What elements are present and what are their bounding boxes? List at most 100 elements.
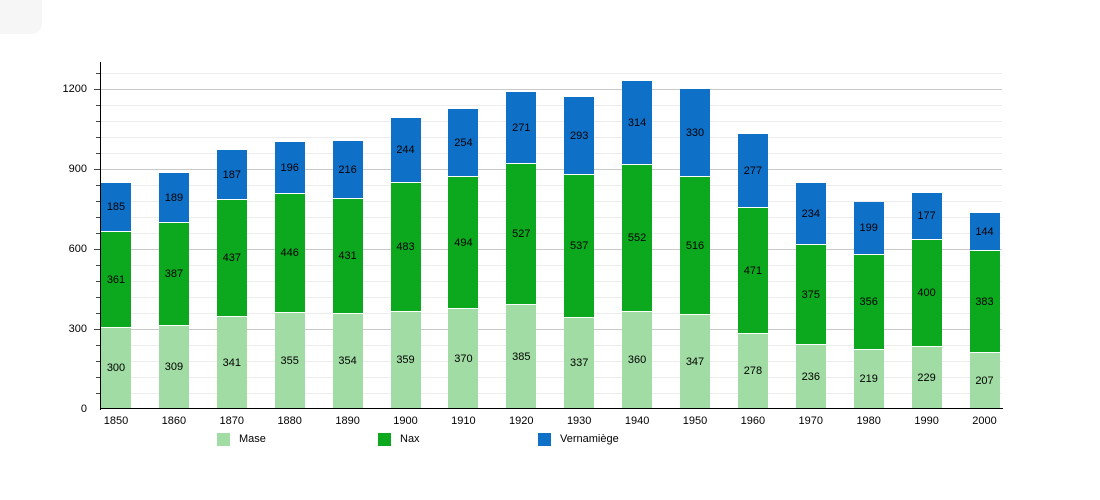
x-tick-label: 1970 <box>798 415 824 427</box>
bar-group: 355 446 196 <box>274 142 305 408</box>
bar-segment-vernamiège: 234 <box>795 183 826 245</box>
segment-value-label: 552 <box>627 232 647 244</box>
y-axis-tick <box>96 73 100 74</box>
bar-segment-mase: 236 <box>795 345 826 408</box>
bar-group: 354 431 216 <box>332 141 363 408</box>
segment-value-label: 330 <box>685 126 705 139</box>
segment-value-label: 483 <box>396 241 415 253</box>
bar-segment-vernamiège: 244 <box>390 118 421 183</box>
segment-value-label: 347 <box>685 355 705 368</box>
segment-value-label: 309 <box>164 361 184 373</box>
bar-segment-vernamiège: 277 <box>737 134 768 208</box>
gridline-minor <box>101 281 1002 282</box>
legend-label: Vernamiège <box>560 433 619 445</box>
gridline-minor <box>101 217 1002 218</box>
x-tick-label: 1890 <box>335 415 360 427</box>
bar-segment-mase: 360 <box>622 312 653 408</box>
segment-value-label: 361 <box>106 273 126 286</box>
x-tick-label: 1920 <box>509 415 534 427</box>
segment-value-label: 516 <box>685 239 705 252</box>
gridline-minor <box>101 361 1002 362</box>
y-tick-label: 300 <box>68 323 87 335</box>
y-axis-tick <box>96 185 100 186</box>
legend-label: Nax <box>400 433 420 445</box>
bar-segment-nax: 400 <box>911 240 942 347</box>
gridline-minor <box>101 393 1002 394</box>
segment-value-label: 300 <box>106 362 126 374</box>
segment-value-label: 471 <box>743 264 763 277</box>
bar-segment-vernamiège: 189 <box>158 173 189 223</box>
segment-value-label: 177 <box>917 210 936 222</box>
bar-segment-mase: 355 <box>274 313 305 408</box>
segment-value-label: 185 <box>106 201 126 213</box>
segment-value-label: 337 <box>570 357 589 369</box>
segment-value-label: 199 <box>859 222 878 234</box>
segment-value-label: 383 <box>975 295 994 308</box>
segment-value-label: 314 <box>627 116 647 129</box>
x-tick-label: 1850 <box>103 415 129 427</box>
segment-value-label: 216 <box>338 163 357 176</box>
bar-group: 359 483 244 <box>390 118 421 408</box>
y-axis-tick <box>94 329 100 330</box>
segment-value-label: 437 <box>222 252 241 264</box>
x-tick-label: 1950 <box>682 415 708 427</box>
segment-value-label: 189 <box>164 191 184 204</box>
y-tick-label: 1200 <box>62 83 87 95</box>
bar-group: 278 471 277 <box>737 134 768 408</box>
x-tick-label: 1960 <box>740 415 766 427</box>
gridline-minor <box>101 105 1002 106</box>
bar-segment-vernamiège: 216 <box>332 141 363 199</box>
bar-segment-mase: 385 <box>506 305 537 408</box>
bar-segment-mase: 309 <box>158 326 189 408</box>
y-tick-label: 0 <box>80 403 87 415</box>
segment-value-label: 354 <box>338 355 357 367</box>
gridline-minor <box>101 73 1002 74</box>
gridline-major <box>101 329 1002 330</box>
legend-item-vernamiège: Vernamiège <box>538 431 619 447</box>
y-tick-label: 900 <box>68 163 87 175</box>
segment-value-label: 431 <box>338 250 357 262</box>
segment-value-label: 359 <box>396 354 415 366</box>
x-tick-label: 1880 <box>277 415 302 427</box>
bar-segment-vernamiège: 185 <box>101 183 131 232</box>
bar-group: 300 361 185 <box>101 183 131 408</box>
bar-segment-nax: 431 <box>332 199 363 314</box>
segment-value-label: 370 <box>454 352 473 365</box>
segment-value-label: 278 <box>743 365 763 377</box>
segment-value-label: 229 <box>917 371 936 384</box>
y-axis-tick <box>96 265 100 266</box>
x-tick-label: 1900 <box>393 415 418 427</box>
plot-area: 0 300 600 900 1200 300 361 185 1850 309 387 189 1860… <box>63 62 1003 427</box>
legend-swatch <box>538 432 551 446</box>
segment-value-label: 293 <box>570 129 589 142</box>
bar-segment-vernamiège: 254 <box>448 109 479 177</box>
bar-group: 385 527 271 <box>506 92 537 408</box>
gridline-minor <box>101 377 1002 378</box>
bar-segment-mase: 370 <box>448 309 479 408</box>
y-axis-tick <box>96 105 100 106</box>
segment-value-label: 271 <box>512 121 531 134</box>
y-axis-tick <box>96 345 100 346</box>
y-axis-tick <box>96 153 100 154</box>
gridline-minor <box>101 121 1002 122</box>
segment-value-label: 385 <box>512 350 531 363</box>
bar-group: 341 437 187 <box>216 150 247 408</box>
bar-segment-nax: 361 <box>101 232 131 328</box>
bar-group: 207 383 144 <box>969 213 1000 408</box>
bar-segment-vernamiège: 196 <box>274 142 305 194</box>
x-tick-label: 1980 <box>856 415 881 427</box>
bar-segment-nax: 383 <box>969 251 1000 353</box>
bar-segment-mase: 229 <box>911 347 942 408</box>
x-tick-label: 1860 <box>161 415 187 427</box>
y-axis-tick <box>96 377 100 378</box>
segment-value-label: 400 <box>917 287 936 299</box>
x-tick-label: 1990 <box>914 415 939 427</box>
bar-group: 347 516 330 <box>680 89 710 408</box>
bar-group: 309 387 189 <box>158 173 189 408</box>
segment-value-label: 360 <box>627 354 647 366</box>
gridline-minor <box>101 233 1002 234</box>
bar-group: 229 400 177 <box>911 193 942 408</box>
bar-segment-vernamiège: 144 <box>969 213 1000 251</box>
gridline-major <box>101 249 1002 250</box>
y-axis-tick <box>96 201 100 202</box>
